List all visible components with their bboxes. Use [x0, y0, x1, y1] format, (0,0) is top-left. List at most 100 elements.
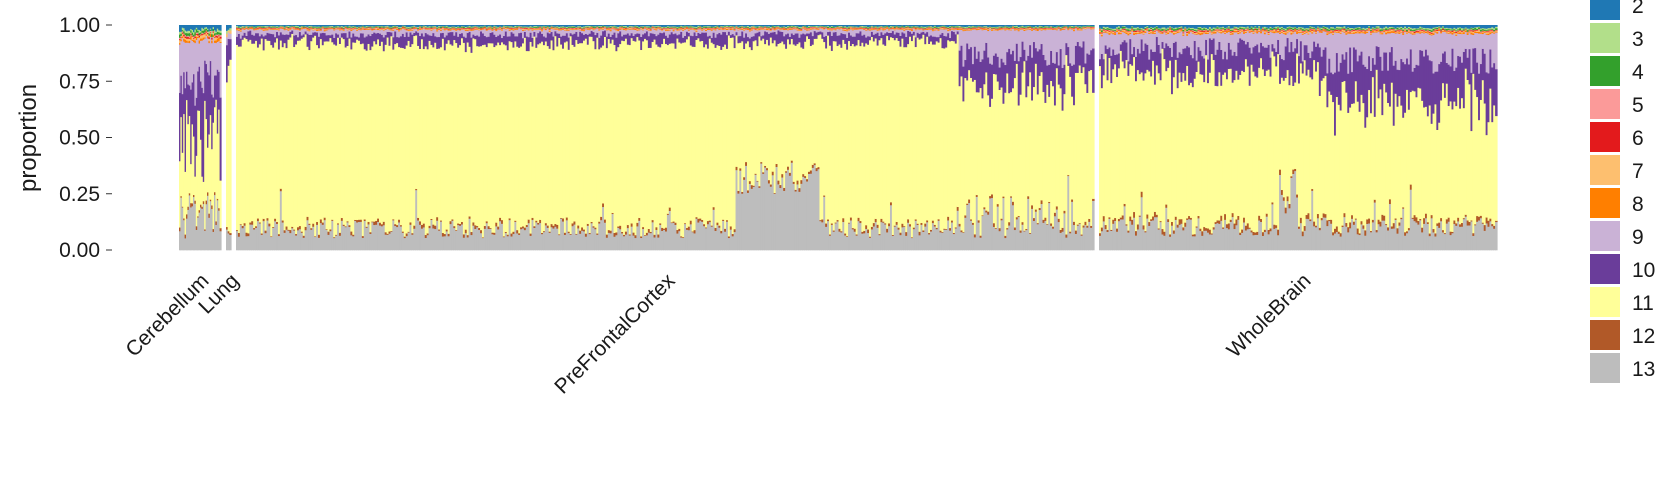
bar-segment-5	[541, 28, 544, 30]
bar-segment-5	[659, 27, 662, 28]
bar-segment-7	[794, 27, 798, 30]
bar-segment-6	[447, 28, 451, 30]
bar-segment-4	[386, 26, 390, 28]
bar-segment-6	[571, 28, 575, 30]
bar-segment-10	[256, 32, 260, 48]
bar-segment-2	[241, 25, 245, 27]
bar-segment-11	[819, 34, 822, 221]
bar-segment-12	[262, 218, 266, 222]
bar-segment-2	[848, 25, 851, 27]
bar-segment-6	[644, 26, 647, 28]
bar-segment-9	[219, 42, 222, 98]
bar-segment-10	[508, 36, 512, 42]
bar-segment-7	[758, 27, 761, 30]
bar-segment-10	[851, 36, 855, 45]
bar-segment-7	[256, 28, 260, 30]
bar-segment-9	[441, 29, 445, 33]
bar-segment-4	[529, 26, 533, 28]
bar-segment-4	[377, 26, 380, 28]
bar-segment-13	[184, 238, 187, 251]
bar-segment-13	[952, 233, 956, 251]
bar-segment-8	[369, 28, 372, 30]
bar-segment-7	[417, 29, 420, 31]
bar-segment-7	[621, 27, 624, 29]
bar-segment-5	[209, 30, 212, 33]
bar-segment-5	[834, 27, 838, 29]
bar-segment-11	[420, 38, 424, 225]
bar-segment-2	[407, 25, 411, 28]
bar-segment-3	[187, 30, 190, 34]
bar-segment-4	[562, 26, 565, 28]
bar-segment-4	[670, 26, 674, 28]
bar-segment-8	[949, 29, 952, 31]
bar-segment-5	[542, 26, 546, 28]
bar-segment-3	[295, 25, 298, 27]
bar-segment-3	[556, 26, 559, 28]
bar-segment-7	[817, 28, 821, 30]
bar-segment-9	[605, 30, 609, 37]
bar-segment-9	[743, 30, 746, 38]
bar-segment-13	[615, 234, 618, 251]
bar-segment-13	[316, 224, 319, 251]
bar-segment-12	[512, 231, 515, 235]
bar-segment-6	[354, 27, 357, 29]
bar-segment-8	[693, 29, 697, 31]
bar-segment-13	[945, 229, 948, 251]
bar-segment-10	[407, 36, 411, 41]
bar-segment-3	[384, 25, 388, 28]
bar-segment-13	[577, 228, 580, 251]
bar-segment-4	[628, 26, 632, 28]
bar-segment-7	[899, 28, 903, 29]
bar-segment-13	[386, 234, 390, 251]
bar-segment-13	[722, 220, 725, 251]
bar-segment-3	[379, 26, 382, 27]
bar-segment-9	[731, 29, 735, 35]
bar-segment-10	[212, 97, 215, 123]
bar-segment-4	[777, 26, 780, 28]
bar-segment-7	[262, 28, 266, 31]
bar-segment-12	[491, 232, 494, 235]
bar-segment-11	[823, 41, 826, 196]
bar-segment-3	[527, 26, 531, 28]
bar-segment-4	[872, 27, 876, 28]
bar-segment-12	[356, 219, 359, 223]
bar-segment-4	[403, 26, 407, 28]
bar-segment-2	[889, 25, 893, 27]
bar-segment-10	[731, 33, 735, 38]
bar-segment-13	[544, 225, 548, 251]
bar-segment-13	[924, 226, 927, 251]
bar-segment-13	[264, 232, 268, 251]
bar-segment-12	[926, 220, 929, 223]
bar-segment-7	[880, 27, 883, 29]
bar-segment-6	[419, 27, 422, 29]
bar-segment-9	[842, 30, 845, 35]
bar-segment-8	[859, 28, 862, 30]
bar-segment-5	[684, 27, 687, 29]
bar-segment-9	[682, 30, 685, 38]
bar-segment-9	[750, 30, 754, 37]
bar-segment-5	[255, 27, 258, 29]
bar-segment-11	[945, 47, 948, 230]
bar-segment-13	[878, 234, 882, 251]
bar-segment-11	[665, 43, 668, 228]
bar-segment-8	[665, 29, 668, 31]
bar-segment-5	[712, 27, 716, 29]
bar-segment-7	[449, 28, 453, 30]
bar-segment-5	[289, 27, 292, 29]
bar-segment-10	[901, 32, 904, 39]
bar-segment-10	[211, 94, 214, 150]
bar-segment-9	[567, 30, 571, 38]
bar-segment-7	[928, 28, 931, 30]
bar-segment-7	[952, 28, 956, 30]
bar-segment-11	[647, 47, 651, 230]
bar-segment-3	[518, 25, 521, 27]
bar-segment-5	[821, 26, 824, 28]
bar-segment-13	[806, 181, 809, 251]
bar-segment-2	[895, 25, 899, 26]
bar-segment-11	[674, 48, 678, 223]
bar-segment-7	[382, 28, 386, 30]
bar-segment-8	[960, 28, 964, 30]
bar-segment-13	[420, 228, 424, 251]
bar-segment-12	[329, 229, 332, 232]
bar-segment-6	[617, 28, 620, 30]
